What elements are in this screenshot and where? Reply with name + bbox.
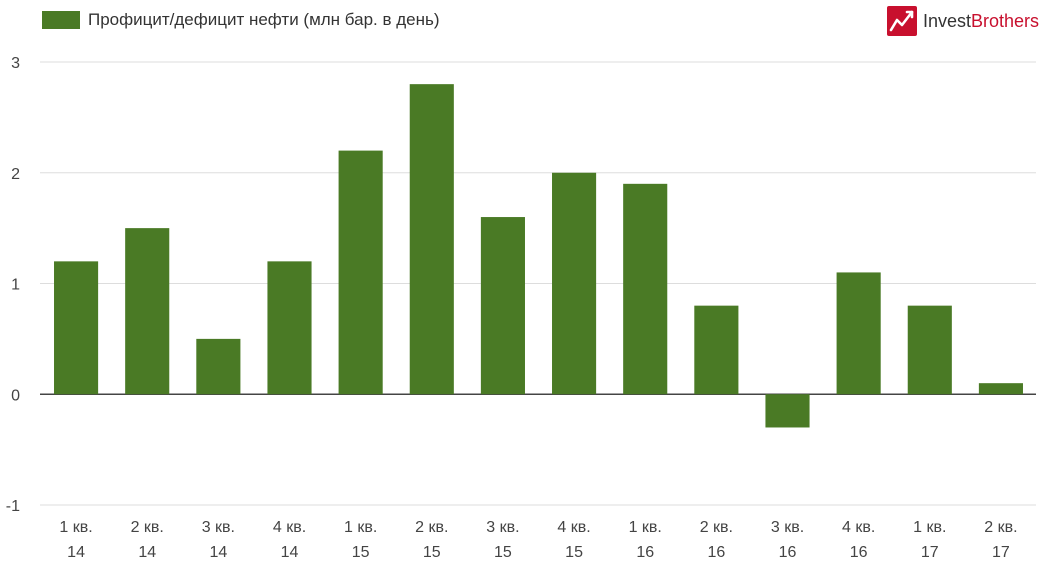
bar (125, 228, 170, 395)
x-tick-label: 14 (67, 544, 85, 561)
x-tick-label: 2 кв. (700, 519, 733, 536)
legend-swatch (42, 11, 80, 29)
bar (196, 338, 241, 395)
x-tick-label: 1 кв. (629, 519, 662, 536)
y-tick-label: 0 (11, 387, 20, 404)
x-tick-label: 16 (779, 544, 797, 561)
legend-label: Профицит/дефицит нефти (млн бар. в день) (88, 10, 440, 29)
brand-name: InvestBrothers (923, 11, 1039, 32)
x-tick-label: 1 кв. (59, 519, 92, 536)
legend: Профицит/дефицит нефти (млн бар. в день) (42, 10, 440, 30)
x-tick-label: 14 (209, 544, 227, 561)
x-tick-label: 16 (850, 544, 868, 561)
y-tick-label: 1 (11, 277, 20, 294)
x-tick-label: 2 кв. (415, 519, 448, 536)
x-tick-label: 1 кв. (913, 519, 946, 536)
x-tick-label: 1 кв. (344, 519, 377, 536)
brand-name-part2: Brothers (970, 10, 1039, 31)
bar (978, 383, 1023, 395)
x-tick-label: 15 (352, 544, 370, 561)
y-tick-label: 2 (11, 166, 20, 183)
y-tick-label: 3 (11, 55, 20, 72)
bar (552, 172, 597, 395)
bar (54, 261, 99, 395)
x-tick-label: 17 (992, 544, 1010, 561)
bar (480, 217, 525, 395)
brand-logo: InvestBrothers (886, 6, 1039, 36)
x-tick-label: 14 (138, 544, 156, 561)
x-tick-label: 15 (423, 544, 441, 561)
bar (623, 183, 668, 395)
x-tick-label: 2 кв. (984, 519, 1017, 536)
chart-trend-logo-icon (886, 6, 917, 36)
bar (765, 394, 810, 428)
bar (267, 261, 312, 395)
x-tick-label: 3 кв. (771, 519, 804, 536)
x-tick-label: 14 (281, 544, 299, 561)
x-tick-label: 16 (707, 544, 725, 561)
x-tick-label: 15 (494, 544, 512, 561)
bar (694, 305, 739, 395)
bar (409, 84, 454, 395)
x-tick-label: 3 кв. (486, 519, 519, 536)
bar (338, 150, 383, 395)
x-tick-label: 4 кв. (842, 519, 875, 536)
x-tick-label: 4 кв. (557, 519, 590, 536)
x-tick-label: 15 (565, 544, 583, 561)
x-tick-label: 3 кв. (202, 519, 235, 536)
x-tick-label: 2 кв. (131, 519, 164, 536)
x-tick-label: 16 (636, 544, 654, 561)
bar (907, 305, 952, 395)
x-tick-label: 4 кв. (273, 519, 306, 536)
bar (836, 272, 881, 395)
y-tick-label: -1 (6, 498, 20, 515)
x-tick-label: 17 (921, 544, 939, 561)
brand-name-part1: Invest (922, 10, 971, 31)
